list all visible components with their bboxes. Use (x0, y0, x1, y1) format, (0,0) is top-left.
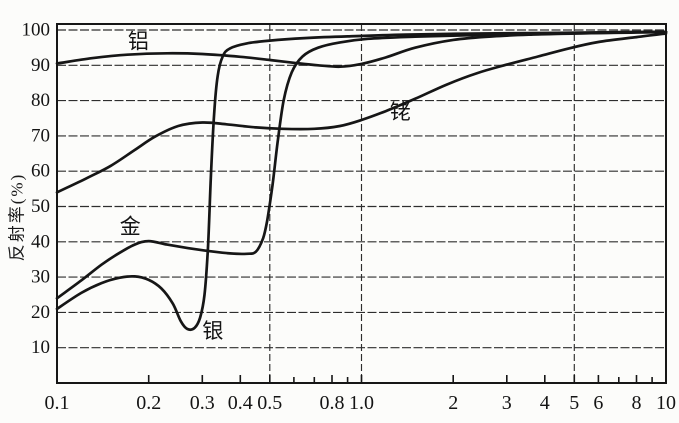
y-tick-label: 30 (31, 267, 50, 288)
x-ticks (147, 375, 653, 383)
x-tick-label: 0.3 (190, 392, 215, 414)
y-tick-label: 40 (31, 231, 50, 252)
y-tick-label: 20 (31, 302, 50, 323)
x-tick-label: 5 (569, 392, 579, 414)
gridlines (57, 24, 666, 383)
y-tick-label: 50 (31, 196, 50, 217)
x-tick-label: 6 (593, 392, 603, 414)
x-tick-label: 3 (502, 392, 512, 414)
x-tick-label: 0.2 (136, 392, 161, 414)
x-tick-label: 0.8 (320, 392, 345, 414)
curve-label-rhodium: 铑 (390, 100, 411, 124)
curve-rhodium (55, 32, 668, 194)
x-tick-label: 10 (656, 392, 676, 414)
x-tick-label: 2 (448, 392, 458, 414)
y-tick-label: 80 (31, 90, 50, 111)
curve-label-aluminum: 铝 (128, 29, 149, 53)
y-tick-label: 100 (22, 20, 51, 41)
x-tick-label: 1.0 (349, 392, 374, 414)
x-tick-label: 0.5 (257, 392, 282, 414)
plot-frame (56, 23, 667, 384)
curve-label-silver: 银 (202, 319, 223, 343)
x-tick-label: 4 (540, 392, 550, 414)
y-tick-label: 90 (31, 55, 50, 76)
curve-label-gold: 金 (120, 214, 141, 238)
y-tick-label: 10 (31, 337, 50, 358)
x-tick-label: 0.1 (45, 392, 70, 414)
curve-gold (55, 30, 668, 300)
x-tick-label: 0.4 (228, 392, 253, 414)
y-tick-label: 70 (31, 125, 50, 146)
y-tick-label: 60 (31, 161, 50, 182)
x-tick-label: 8 (632, 392, 642, 414)
y-axis-title: 反射率(%) (7, 172, 27, 262)
curve-silver (55, 30, 668, 331)
